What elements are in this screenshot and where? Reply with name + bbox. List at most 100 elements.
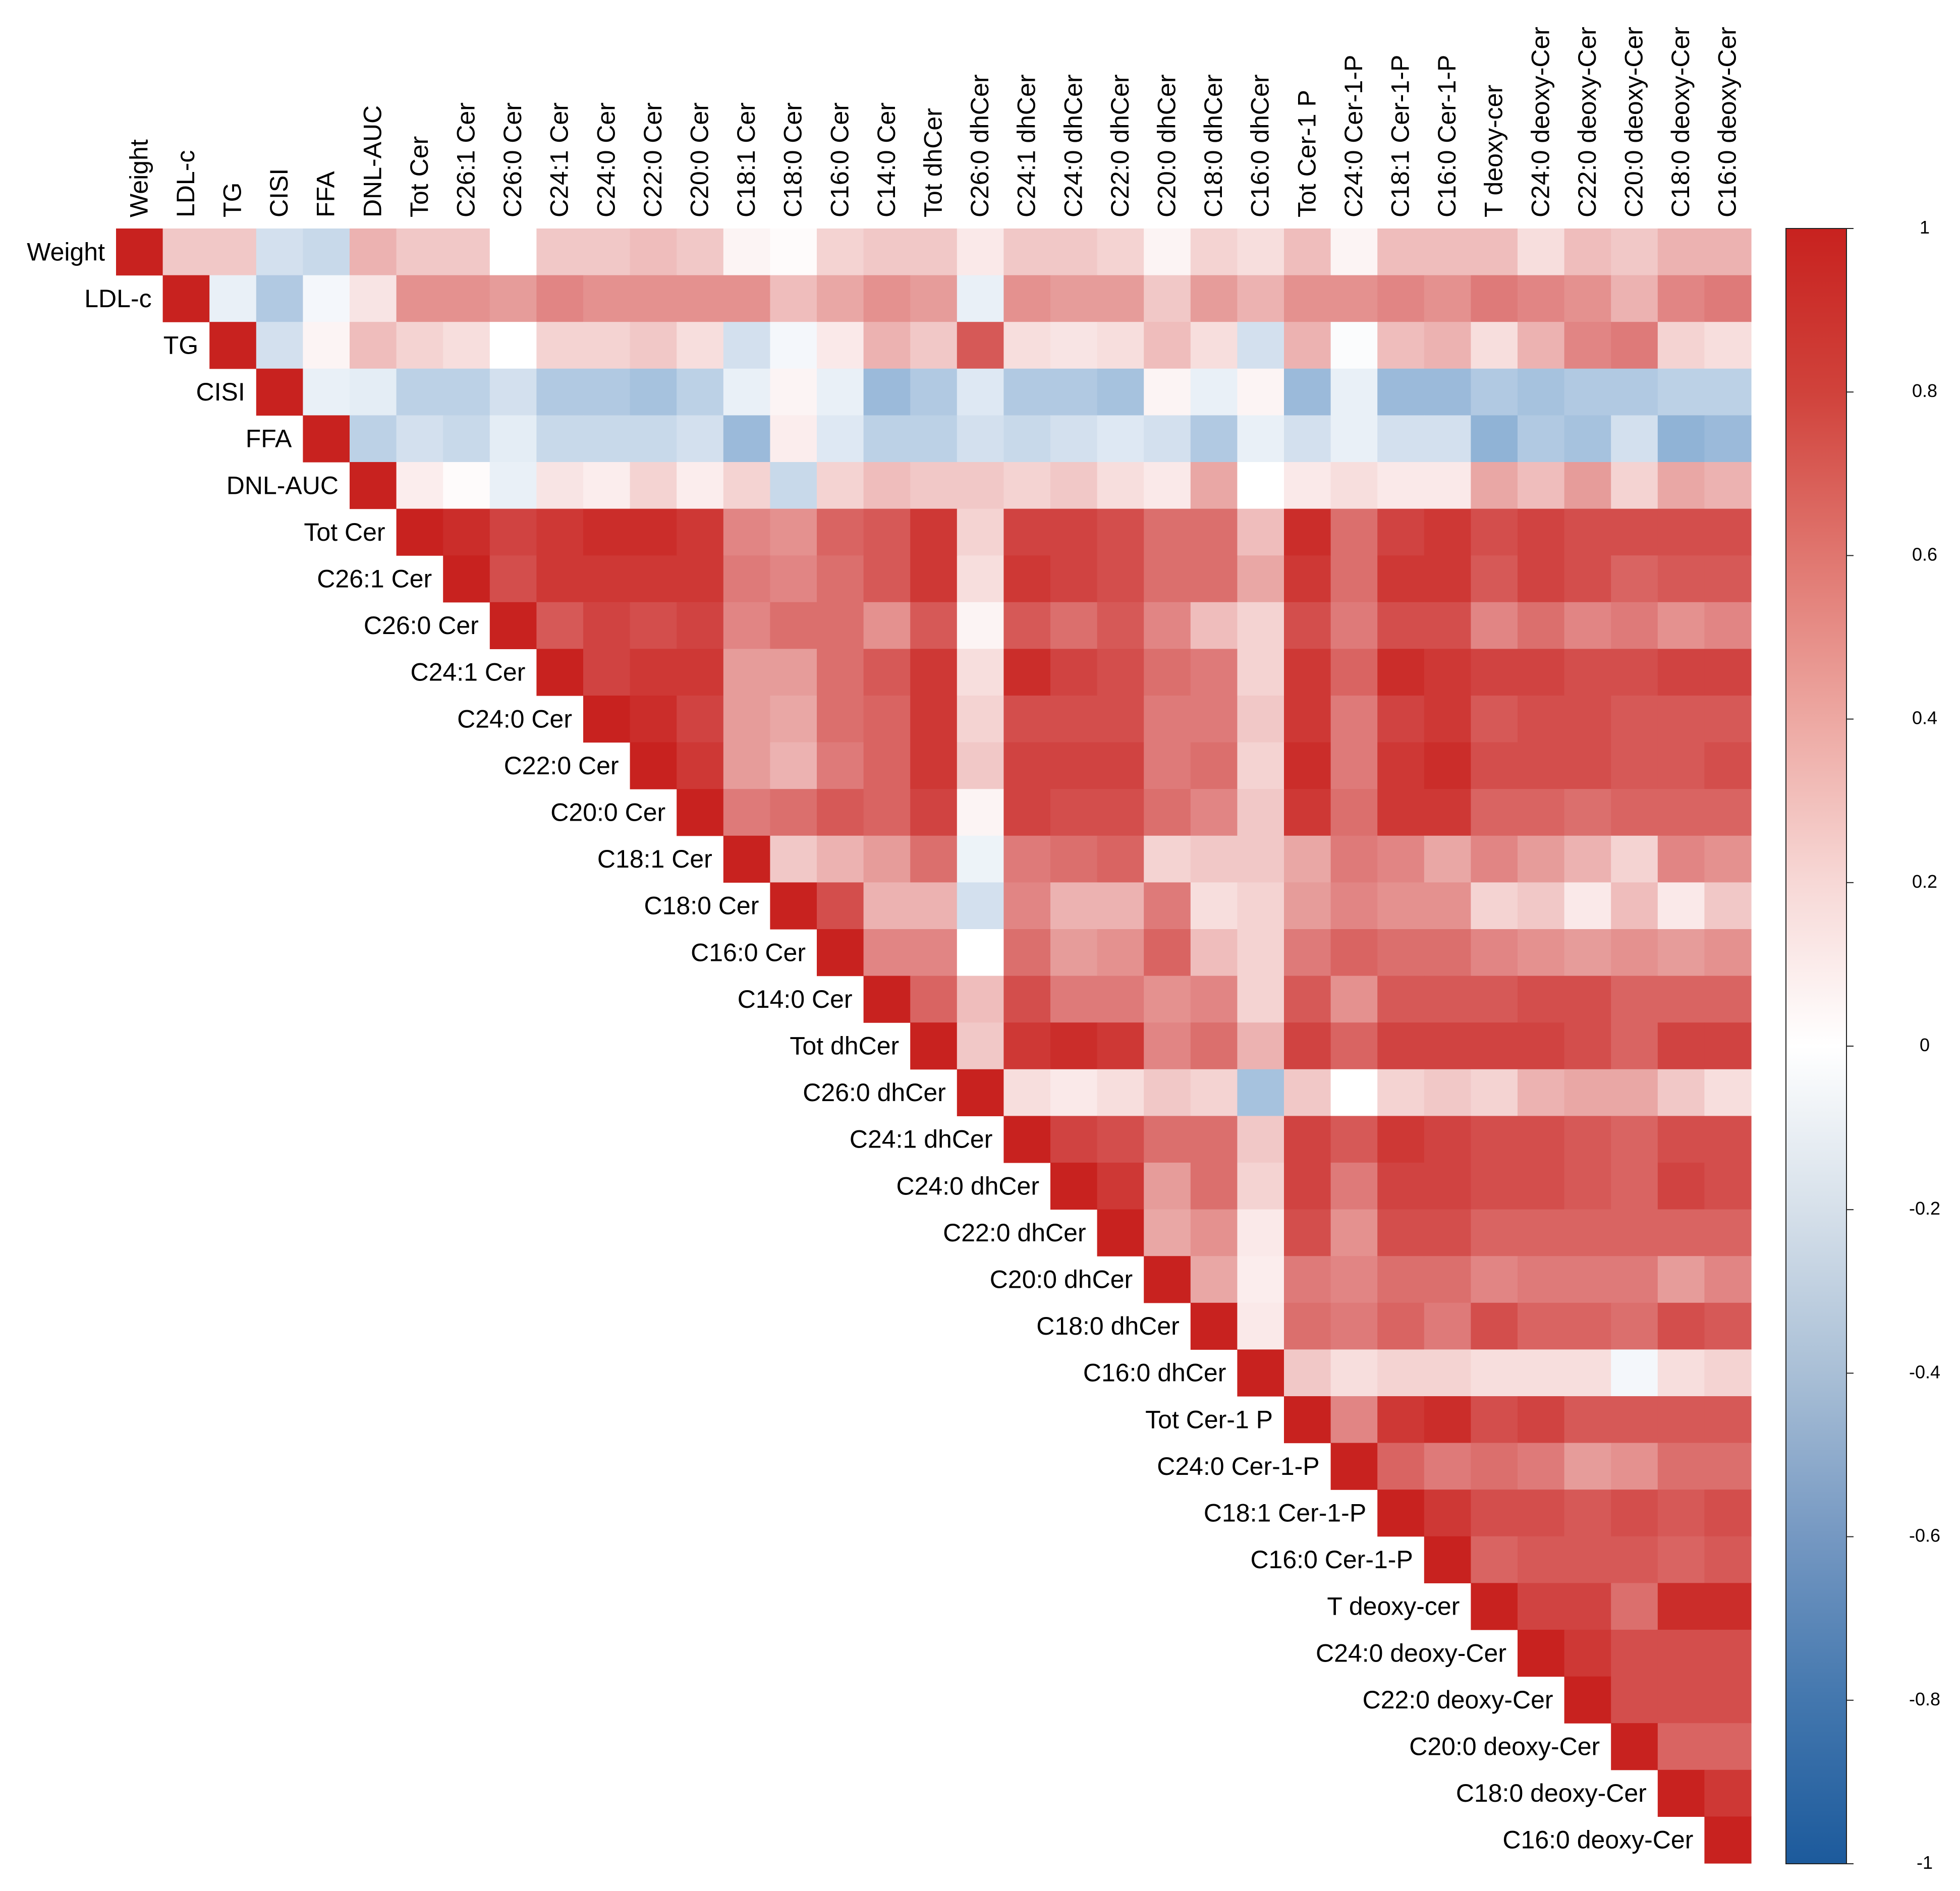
heatmap-cell-24-25 [1284, 1349, 1331, 1397]
heatmap-cell-4-31 [1564, 415, 1611, 463]
heatmap-cell-0-0 [116, 228, 163, 276]
heatmap-cell-27-27 [1377, 1489, 1425, 1537]
heatmap-cell-0-19 [1003, 228, 1051, 276]
heatmap-cell-22-28 [1424, 1256, 1471, 1303]
heatmap-cell-14-14 [770, 882, 817, 930]
heatmap-cell-1-12 [677, 275, 724, 322]
heatmap-cell-8-28 [1424, 602, 1471, 649]
row-label: LDL-c [84, 284, 151, 313]
heatmap-cell-19-26 [1330, 1116, 1378, 1163]
heatmap-cell-13-32 [1611, 835, 1658, 883]
heatmap-cell-3-20 [1050, 368, 1098, 416]
heatmap-cell-5-7 [443, 462, 490, 509]
heatmap-cell-14-19 [1003, 882, 1051, 930]
column-label: LDL-c [172, 150, 200, 217]
heatmap-cell-1-18 [957, 275, 1004, 322]
column-label: Weight [125, 139, 153, 217]
heatmap-cell-2-12 [677, 322, 724, 369]
heatmap-cell-11-24 [1237, 742, 1284, 789]
heatmap-cell-5-29 [1471, 462, 1518, 509]
heatmap-cell-9-31 [1564, 649, 1611, 696]
heatmap-cell-4-27 [1377, 415, 1425, 463]
heatmap-cell-11-16 [863, 742, 911, 789]
heatmap-cell-13-27 [1377, 835, 1425, 883]
heatmap-cell-18-32 [1611, 1069, 1658, 1116]
heatmap-cell-16-16 [863, 976, 911, 1023]
heatmap-cell-3-6 [396, 368, 443, 416]
heatmap-cell-22-27 [1377, 1256, 1425, 1303]
heatmap-cell-6-20 [1050, 508, 1098, 556]
heatmap-cell-2-23 [1190, 322, 1238, 369]
heatmap-cell-11-27 [1377, 742, 1425, 789]
heatmap-cell-4-11 [630, 415, 677, 463]
heatmap-cell-22-30 [1518, 1256, 1565, 1303]
heatmap-cell-28-29 [1471, 1536, 1518, 1583]
heatmap-cell-7-29 [1471, 555, 1518, 603]
heatmap-cell-9-11 [630, 649, 677, 696]
heatmap-cell-6-7 [443, 508, 490, 556]
heatmap-cell-3-23 [1190, 368, 1238, 416]
heatmap-cell-14-22 [1144, 882, 1191, 930]
heatmap-cell-4-32 [1611, 415, 1658, 463]
heatmap-cell-5-34 [1704, 462, 1752, 509]
heatmap-cell-31-32 [1611, 1676, 1658, 1724]
heatmap-cell-21-24 [1237, 1209, 1284, 1256]
heatmap-cell-11-30 [1518, 742, 1565, 789]
heatmap-cell-4-10 [583, 415, 631, 463]
heatmap-cell-8-13 [723, 602, 770, 649]
row-label: Tot Cer-1 P [1145, 1405, 1273, 1434]
heatmap-cell-0-10 [583, 228, 631, 276]
heatmap-cell-2-31 [1564, 322, 1611, 369]
heatmap-cell-17-24 [1237, 1022, 1284, 1070]
colorbar-tick-label: -0.2 [1909, 1198, 1940, 1219]
heatmap-cell-18-29 [1471, 1069, 1518, 1116]
heatmap-cell-26-33 [1657, 1443, 1705, 1490]
heatmap-cell-4-34 [1704, 415, 1752, 463]
heatmap-cell-3-14 [770, 368, 817, 416]
heatmap-cell-7-21 [1097, 555, 1144, 603]
heatmap-cell-22-31 [1564, 1256, 1611, 1303]
heatmap-cell-4-29 [1471, 415, 1518, 463]
heatmap-cell-2-4 [303, 322, 350, 369]
heatmap-cell-10-31 [1564, 696, 1611, 743]
heatmap-cell-11-14 [770, 742, 817, 789]
heatmap-cell-9-9 [536, 649, 584, 696]
row-label: C16:0 deoxy-Cer [1502, 1826, 1693, 1854]
row-label: Tot Cer [304, 518, 385, 546]
heatmap-cell-1-11 [630, 275, 677, 322]
heatmap-cell-8-11 [630, 602, 677, 649]
heatmap-cell-7-8 [489, 555, 537, 603]
heatmap-cell-10-11 [630, 696, 677, 743]
heatmap-cell-5-5 [350, 462, 397, 509]
heatmap-cell-30-31 [1564, 1630, 1611, 1677]
heatmap-cell-19-21 [1097, 1116, 1144, 1163]
heatmap-cell-10-15 [817, 696, 864, 743]
heatmap-cell-17-33 [1657, 1022, 1705, 1070]
heatmap-cell-22-23 [1190, 1256, 1238, 1303]
heatmap-cell-17-19 [1003, 1022, 1051, 1070]
heatmap-cell-4-20 [1050, 415, 1098, 463]
heatmap-cell-10-21 [1097, 696, 1144, 743]
heatmap-cell-9-14 [770, 649, 817, 696]
heatmap-cell-2-34 [1704, 322, 1752, 369]
heatmap-cell-10-26 [1330, 696, 1378, 743]
heatmap-cell-13-33 [1657, 835, 1705, 883]
heatmap-cell-6-15 [817, 508, 864, 556]
heatmap-cell-10-29 [1471, 696, 1518, 743]
heatmap-cell-10-25 [1284, 696, 1331, 743]
heatmap-cell-24-30 [1518, 1349, 1565, 1397]
heatmap-cell-0-32 [1611, 228, 1658, 276]
heatmap-cell-26-34 [1704, 1443, 1752, 1490]
heatmap-cell-0-15 [817, 228, 864, 276]
heatmap-cell-16-34 [1704, 976, 1752, 1023]
heatmap-cell-14-25 [1284, 882, 1331, 930]
heatmap-cell-13-31 [1564, 835, 1611, 883]
heatmap-cell-22-33 [1657, 1256, 1705, 1303]
heatmap-cell-1-14 [770, 275, 817, 322]
heatmap-cell-2-24 [1237, 322, 1284, 369]
heatmap-cell-17-22 [1144, 1022, 1191, 1070]
heatmap-cell-25-32 [1611, 1396, 1658, 1444]
heatmap-cell-6-21 [1097, 508, 1144, 556]
heatmap-cell-20-29 [1471, 1163, 1518, 1210]
heatmap-cell-23-29 [1471, 1302, 1518, 1350]
